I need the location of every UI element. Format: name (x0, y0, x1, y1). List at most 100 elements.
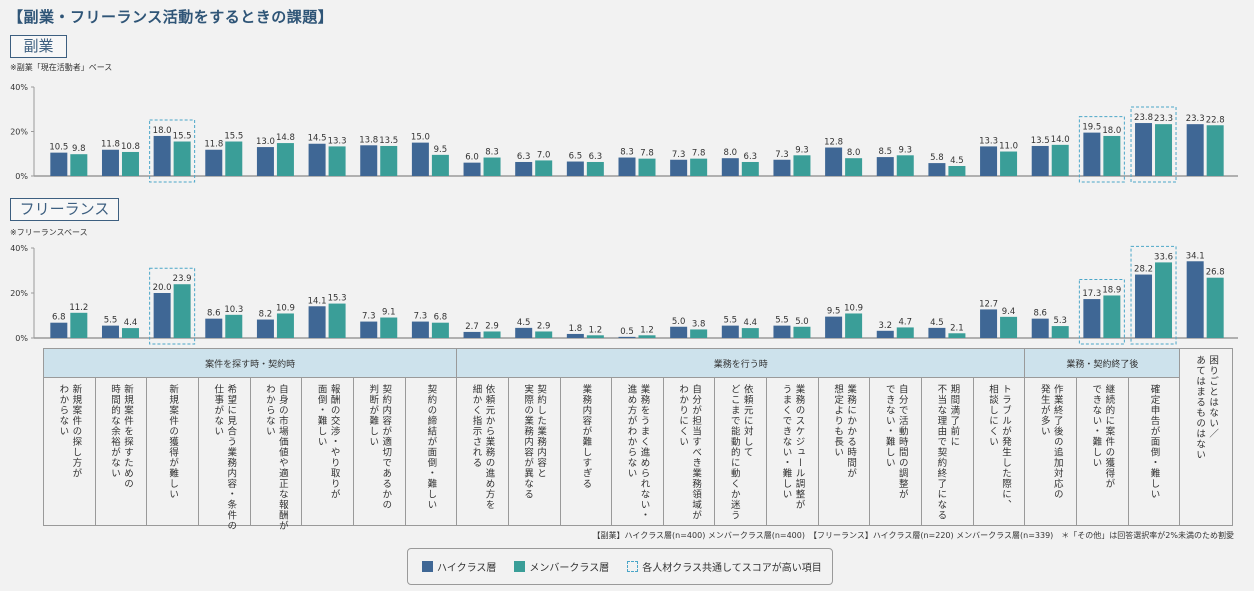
bar-member (1155, 124, 1173, 176)
data-label: 8.3 (485, 148, 499, 158)
data-label: 13.3 (979, 136, 998, 146)
bar-chart-fukugyo: 40%20%0%10.5 9.8 11.8 10.818.015.511.815.51… (10, 83, 1238, 183)
bar-high (411, 142, 429, 176)
data-label: 13.8 (359, 135, 378, 145)
data-label: 10.5 (49, 143, 68, 153)
data-label: 5.0 (672, 317, 686, 327)
category-cell: 業務にかかる時間が 想定よりも長い (819, 378, 871, 525)
legend-swatch-member (514, 561, 526, 572)
bar-member (896, 155, 914, 176)
data-label: 15.5 (173, 132, 192, 142)
section-label-freelance: フリーランス (10, 198, 119, 221)
data-label: 4.5 (517, 318, 531, 328)
data-label: 4.4 (744, 318, 758, 328)
bar-high (1083, 132, 1101, 176)
category-cell: 希望に見合う業務内容・条件の 仕事がない (199, 378, 251, 531)
data-label: 10.8 (121, 142, 140, 152)
data-label: 13.5 (1031, 136, 1050, 146)
data-label: 10.3 (224, 305, 243, 315)
bar-high (1135, 123, 1153, 176)
category-cell: 新規案件の探し方が わからない (44, 378, 96, 525)
data-label: 7.8 (692, 149, 706, 159)
data-label: 9.3 (795, 145, 809, 155)
category-label: 困りごとはない／ あてはまるものはない (1194, 355, 1219, 460)
bar-member (638, 158, 656, 176)
bar-member (1103, 135, 1121, 176)
data-label: 7.3 (672, 150, 686, 160)
category-cell: 自分が担当すべき業務領域が わかりにくい (664, 378, 716, 525)
data-label: 8.2 (259, 310, 273, 320)
category-cell: 依頼元から業務の進め方を 細かく指示される (457, 378, 509, 525)
bar-high (670, 326, 688, 338)
data-label: 14.8 (276, 133, 295, 143)
data-label: 11.0 (999, 142, 1018, 152)
data-label: 6.8 (52, 313, 66, 323)
category-label: 自身の市場価値や適正な報酬が わからない (263, 384, 288, 531)
data-label: 2.7 (465, 322, 479, 332)
category-label: 自分で活動時間の調整が できない・難しい (883, 384, 908, 500)
bar-member (1155, 262, 1173, 338)
category-cell: トラブルが発生した際に、 相談しにくい (974, 378, 1026, 525)
data-label: 9.3 (898, 145, 912, 155)
bar-high (463, 331, 481, 338)
bar-member (1051, 326, 1069, 338)
data-label: 4.4 (124, 318, 138, 328)
bar-high (721, 158, 739, 176)
bar-member (948, 165, 966, 176)
bar-high (205, 318, 223, 338)
category-cell: 新規案件を探すための 時間的な余裕がない (96, 378, 148, 525)
section-label-fukugyo: 副業 (10, 35, 67, 58)
data-label: 10.9 (276, 303, 295, 313)
data-label: 14.5 (308, 134, 327, 144)
category-cell: 契約内容が適切であるかの 判断が難しい (354, 378, 406, 525)
bar-high (256, 147, 274, 176)
highlight-box (1078, 278, 1125, 345)
bar-high (1135, 274, 1153, 338)
data-label: 2.9 (485, 321, 499, 331)
data-label: 9.8 (72, 144, 86, 154)
bar-high (721, 325, 739, 338)
data-label: 14.1 (308, 296, 327, 306)
data-label: 4.5 (950, 156, 964, 166)
bar-high (928, 327, 946, 338)
category-label: 新規案件を探すための 時間的な余裕がない (108, 384, 133, 489)
bar-member (586, 335, 604, 338)
bar-member (276, 143, 294, 176)
category-label: 報酬の交渉・やり取りが 面倒・難しい (315, 384, 340, 500)
bar-member (793, 155, 811, 176)
category-label: 新規案件の獲得が難しい (167, 384, 179, 500)
category-label: 作業終了後の追加対応の 発生が多い (1038, 384, 1063, 500)
bar-member (1000, 151, 1018, 176)
bar-high (101, 325, 119, 338)
data-label: 4.5 (930, 318, 944, 328)
base-note-freelance: ※フリーランスベース (10, 228, 88, 237)
data-label: 3.8 (692, 319, 706, 329)
bar-high (1031, 318, 1049, 338)
bar-high (256, 319, 274, 338)
category-label: 自分が担当すべき業務領域が わかりにくい (677, 384, 702, 521)
data-label: 7.8 (640, 149, 654, 159)
legend-item-member: メンバークラス層 (514, 559, 609, 574)
data-label: 1.2 (589, 325, 603, 335)
group-header: 案件を探す時・契約時 (44, 349, 458, 378)
bar-high (101, 149, 119, 176)
bar-member (1051, 144, 1069, 176)
data-label: 13.5 (379, 136, 398, 146)
bar-high (153, 135, 171, 176)
legend-item-highlight: 各人材クラス共通してスコアが高い項目 (627, 559, 822, 574)
highlight-box (1130, 245, 1177, 345)
bar-member (431, 322, 449, 338)
category-label: 新規案件の探し方が わからない (57, 384, 82, 479)
highlight-box (1078, 116, 1125, 183)
bar-high (1186, 124, 1204, 176)
group-header: 業務・契約終了後 (1025, 349, 1181, 378)
bar-chart-freelance: 40%20%0%6.811.25.5 4.420.023.98.6 10.3 8.21… (10, 244, 1238, 345)
legend-label-member: メンバークラス層 (529, 563, 610, 574)
bar-member (845, 158, 863, 176)
bar-member (173, 284, 191, 338)
bar-member (431, 154, 449, 176)
bar-member (70, 154, 88, 176)
data-label: 5.5 (104, 316, 118, 326)
y-tick-label: 0% (15, 172, 28, 181)
bar-member (535, 160, 553, 176)
